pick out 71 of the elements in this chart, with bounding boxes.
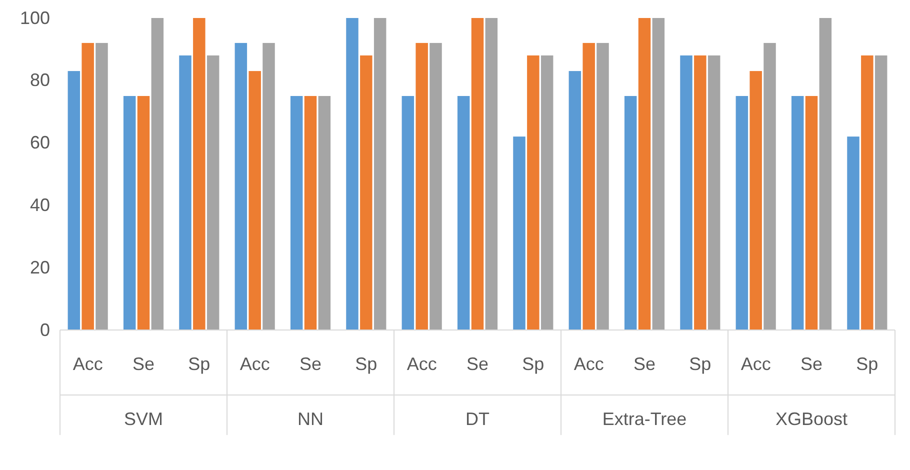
y-tick-label: 80 [30, 70, 50, 90]
bar [624, 96, 637, 330]
x-tick-label: Sp [689, 354, 712, 374]
bar [652, 18, 665, 330]
bar [708, 55, 720, 330]
bar [96, 42, 108, 330]
bar [68, 71, 80, 330]
bar [234, 42, 248, 330]
y-tick-label: 0 [40, 320, 50, 340]
bar [680, 55, 692, 330]
bar [582, 42, 595, 330]
bar [360, 55, 372, 330]
bar [638, 18, 651, 330]
bar [540, 55, 554, 330]
bar [430, 42, 442, 330]
bar [791, 96, 804, 330]
y-tick-label: 20 [30, 257, 50, 278]
x-tick-label: Acc [574, 354, 604, 374]
bar [402, 96, 414, 330]
bar [819, 18, 832, 330]
x-tick-label: Se [800, 354, 823, 374]
bar [847, 136, 860, 330]
bar [568, 71, 582, 330]
bar [304, 96, 317, 330]
x-tick-label: Acc [240, 354, 270, 374]
text: DT [466, 409, 490, 429]
x-tick-label: Acc [406, 354, 437, 374]
text: SVM [124, 409, 164, 429]
bar [457, 96, 470, 330]
bar [874, 55, 888, 330]
bar [290, 96, 303, 330]
bar [471, 18, 484, 330]
bar [262, 42, 275, 330]
bar [374, 18, 386, 330]
x-tick-label: Sp [188, 354, 210, 374]
bar [206, 55, 220, 330]
y-tick-label: 60 [30, 132, 50, 153]
bar [527, 55, 540, 330]
bar [513, 136, 526, 330]
text: Extra-Tree [602, 409, 687, 429]
bar [805, 96, 818, 330]
bar [694, 55, 706, 330]
x-tick-label: Sp [856, 354, 878, 374]
bar [485, 18, 498, 330]
x-tick-label: Se [633, 354, 656, 374]
x-tick-label: Se [299, 354, 322, 374]
bar [736, 96, 748, 330]
x-tick-label: Acc [740, 354, 771, 374]
bar [193, 18, 206, 330]
x-tick-label: Sp [355, 354, 378, 374]
y-tick-label: 40 [30, 194, 50, 215]
bar [750, 71, 762, 330]
bar [179, 55, 192, 330]
x-tick-label: Se [132, 354, 155, 374]
bar [248, 71, 261, 330]
x-tick-label: Se [466, 354, 489, 374]
bar [123, 96, 136, 330]
bar [861, 55, 874, 330]
x-tick-label: Acc [72, 354, 103, 374]
bar [151, 18, 164, 330]
bar [318, 96, 331, 330]
text: NN [298, 409, 324, 429]
bar [416, 42, 428, 330]
text: XGBoost [775, 409, 848, 429]
x-tick-label: Sp [522, 354, 544, 374]
bar [82, 42, 94, 330]
bar [764, 42, 776, 330]
y-tick-label: 100 [20, 8, 50, 28]
bar [346, 18, 358, 330]
bar [596, 42, 609, 330]
bar [137, 96, 150, 330]
